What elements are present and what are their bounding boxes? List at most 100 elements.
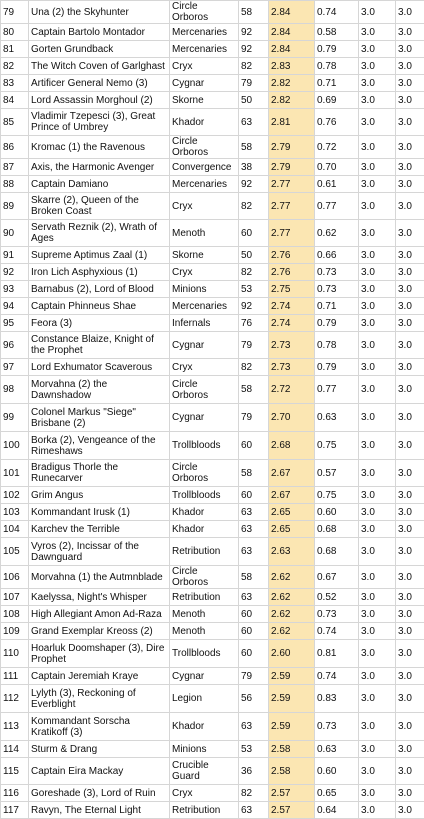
faction-cell: Legion <box>170 685 239 713</box>
score-cell: 2.72 <box>269 376 315 404</box>
count-cell: 60 <box>239 220 269 247</box>
value-a-cell: 0.73 <box>315 281 359 298</box>
score-cell: 2.73 <box>269 332 315 359</box>
count-cell: 58 <box>239 136 269 159</box>
value-c-cell: 3.0 <box>396 589 424 606</box>
value-c-cell: 3.0 <box>396 92 424 109</box>
faction-cell: Minions <box>170 741 239 758</box>
name-cell: Captain Bartolo Montador <box>29 24 170 41</box>
name-cell: Bradigus Thorle the Runecarver <box>29 460 170 487</box>
faction-cell: Cygnar <box>170 75 239 92</box>
name-cell: Colonel Markus "Siege" Brisbane (2) <box>29 404 170 432</box>
value-b-cell: 3.0 <box>359 1 396 24</box>
value-b-cell: 3.0 <box>359 538 396 566</box>
value-b-cell: 3.0 <box>359 741 396 758</box>
value-a-cell: 0.69 <box>315 92 359 109</box>
faction-cell: Crucible Guard <box>170 758 239 785</box>
value-b-cell: 3.0 <box>359 487 396 504</box>
rank-cell: 99 <box>1 404 29 432</box>
value-c-cell: 3.0 <box>396 566 424 589</box>
faction-cell: Retribution <box>170 538 239 566</box>
score-cell: 2.74 <box>269 315 315 332</box>
score-cell: 2.77 <box>269 176 315 193</box>
value-c-cell: 3.0 <box>396 298 424 315</box>
faction-cell: Cryx <box>170 785 239 802</box>
value-a-cell: 0.75 <box>315 487 359 504</box>
rank-cell: 97 <box>1 359 29 376</box>
score-cell: 2.63 <box>269 538 315 566</box>
name-cell: Lord Exhumator Scaverous <box>29 359 170 376</box>
name-cell: Borka (2), Vengeance of the Rimeshaws <box>29 432 170 460</box>
name-cell: High Allegiant Amon Ad-Raza <box>29 606 170 623</box>
value-c-cell: 3.0 <box>396 41 424 58</box>
faction-cell: Cygnar <box>170 332 239 359</box>
name-cell: Artificer General Nemo (3) <box>29 75 170 92</box>
name-cell: Kromac (1) the Ravenous <box>29 136 170 159</box>
rank-cell: 112 <box>1 685 29 713</box>
value-c-cell: 3.0 <box>396 404 424 432</box>
faction-cell: Menoth <box>170 606 239 623</box>
rank-cell: 85 <box>1 109 29 136</box>
score-cell: 2.77 <box>269 220 315 247</box>
rank-cell: 103 <box>1 504 29 521</box>
rank-cell: 81 <box>1 41 29 58</box>
value-b-cell: 3.0 <box>359 58 396 75</box>
value-b-cell: 3.0 <box>359 521 396 538</box>
name-cell: Gorten Grundback <box>29 41 170 58</box>
name-cell: Feora (3) <box>29 315 170 332</box>
value-a-cell: 0.70 <box>315 159 359 176</box>
faction-cell: Retribution <box>170 802 239 819</box>
score-cell: 2.60 <box>269 640 315 668</box>
value-b-cell: 3.0 <box>359 315 396 332</box>
value-a-cell: 0.77 <box>315 376 359 404</box>
value-c-cell: 3.0 <box>396 109 424 136</box>
value-c-cell: 3.0 <box>396 332 424 359</box>
value-a-cell: 0.63 <box>315 404 359 432</box>
value-a-cell: 0.73 <box>315 264 359 281</box>
value-a-cell: 0.77 <box>315 193 359 220</box>
count-cell: 53 <box>239 281 269 298</box>
faction-cell: Cygnar <box>170 668 239 685</box>
value-b-cell: 3.0 <box>359 566 396 589</box>
value-c-cell: 3.0 <box>396 58 424 75</box>
value-b-cell: 3.0 <box>359 589 396 606</box>
count-cell: 92 <box>239 24 269 41</box>
name-cell: Captain Jeremiah Kraye <box>29 668 170 685</box>
value-c-cell: 3.0 <box>396 460 424 487</box>
name-cell: Morvahna (1) the Autmnblade <box>29 566 170 589</box>
value-c-cell: 3.0 <box>396 281 424 298</box>
value-b-cell: 3.0 <box>359 136 396 159</box>
value-c-cell: 3.0 <box>396 504 424 521</box>
name-cell: Servath Reznik (2), Wrath of Ages <box>29 220 170 247</box>
faction-cell: Circle Orboros <box>170 566 239 589</box>
value-c-cell: 3.0 <box>396 713 424 741</box>
value-c-cell: 3.0 <box>396 538 424 566</box>
name-cell: Kommandant Sorscha Kratikoff (3) <box>29 713 170 741</box>
value-c-cell: 3.0 <box>396 758 424 785</box>
faction-cell: Mercenaries <box>170 24 239 41</box>
count-cell: 82 <box>239 193 269 220</box>
faction-cell: Skorne <box>170 92 239 109</box>
score-cell: 2.65 <box>269 504 315 521</box>
faction-cell: Khador <box>170 109 239 136</box>
rank-cell: 94 <box>1 298 29 315</box>
rank-cell: 95 <box>1 315 29 332</box>
rank-cell: 79 <box>1 1 29 24</box>
value-a-cell: 0.65 <box>315 785 359 802</box>
rank-cell: 117 <box>1 802 29 819</box>
count-cell: 56 <box>239 685 269 713</box>
value-a-cell: 0.78 <box>315 58 359 75</box>
value-b-cell: 3.0 <box>359 802 396 819</box>
score-cell: 2.74 <box>269 298 315 315</box>
